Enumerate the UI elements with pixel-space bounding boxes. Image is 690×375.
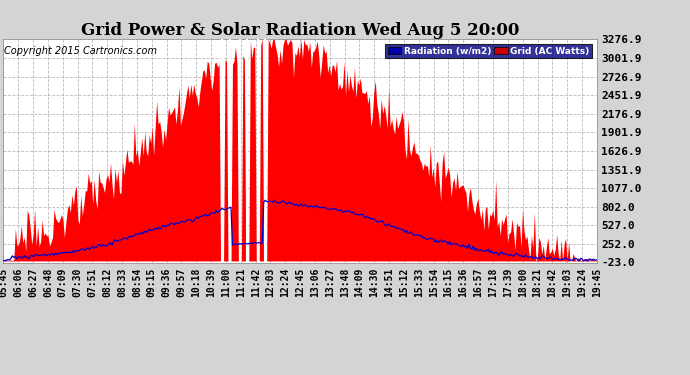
Title: Grid Power & Solar Radiation Wed Aug 5 20:00: Grid Power & Solar Radiation Wed Aug 5 2… (81, 22, 520, 39)
Legend: Radiation (w/m2), Grid (AC Watts): Radiation (w/m2), Grid (AC Watts) (385, 44, 592, 58)
Text: Copyright 2015 Cartronics.com: Copyright 2015 Cartronics.com (4, 46, 157, 56)
